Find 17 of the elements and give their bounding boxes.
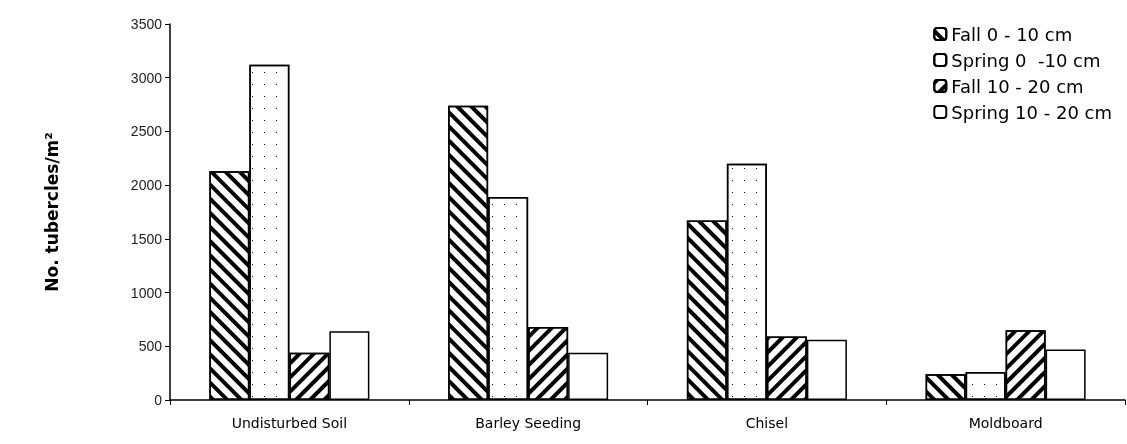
legend-label: Spring 0 -10 cm	[951, 49, 1101, 71]
legend-label: Spring 10 - 20 cm	[951, 101, 1113, 123]
x-tick-label: Chisel	[745, 415, 789, 431]
y-tick-label: 2000	[130, 177, 163, 194]
y-tick-label: 1000	[130, 284, 163, 301]
x-tick-label: Barley Seeding	[475, 415, 582, 431]
legend-label: Fall 10 - 20 cm	[951, 75, 1084, 97]
y-tick-label: 3000	[130, 69, 163, 86]
y-tick-label: 1500	[130, 230, 163, 247]
y-tick-label: 0	[154, 392, 163, 408]
y-axis-title: No. tubercles/m²	[41, 132, 62, 292]
x-tick-label: Undisturbed Soil	[231, 415, 348, 431]
y-tick-label: 500	[138, 338, 163, 355]
x-tick-label: Moldboard	[968, 415, 1043, 431]
legend-label: Fall 0 - 10 cm	[951, 23, 1073, 45]
y-tick-label: 2500	[130, 123, 163, 140]
y-tick-label: 3500	[130, 16, 163, 32]
